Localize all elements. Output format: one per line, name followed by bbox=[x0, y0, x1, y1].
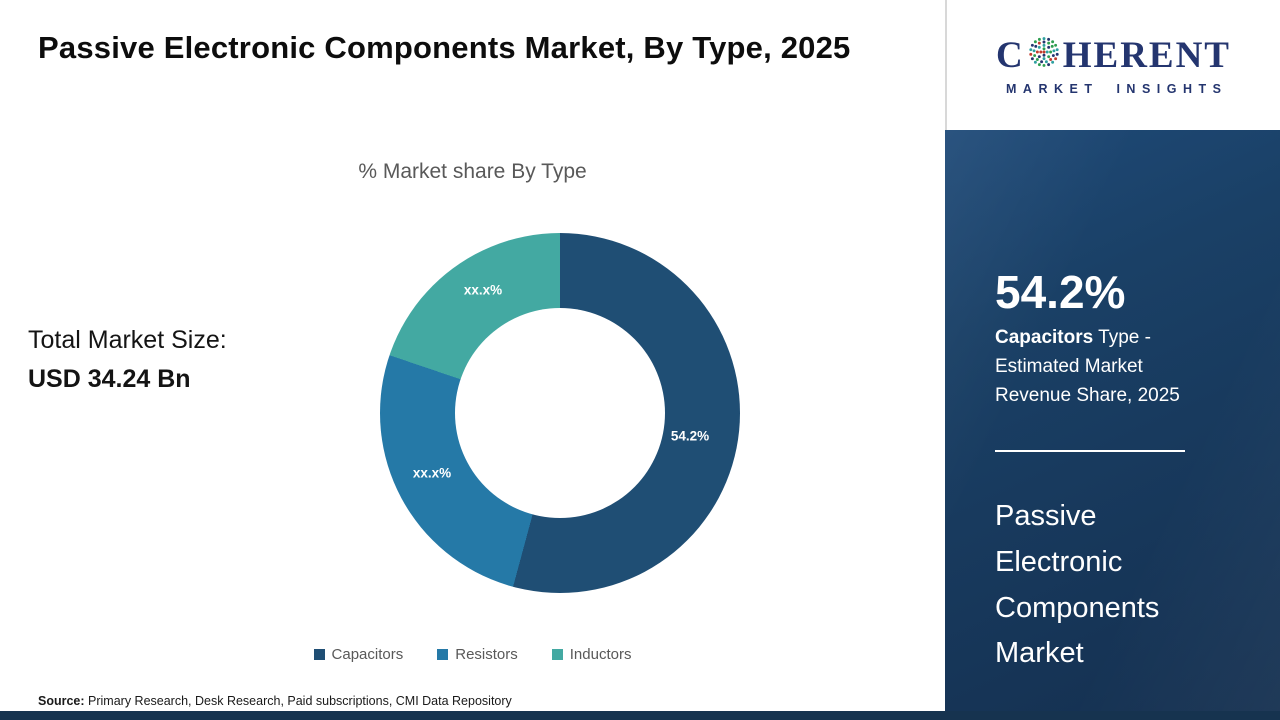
stat-caption-rest: Type - Estimated Market Revenue Share, 2… bbox=[995, 327, 1180, 406]
brand-tagline: MARKET INSIGHTS bbox=[1006, 81, 1228, 96]
brand-wordmark: C HERENT bbox=[996, 35, 1231, 76]
brand-logo: C HERENT MARKET INSIGHTS bbox=[945, 0, 1280, 130]
legend-swatch-inductors bbox=[551, 649, 563, 660]
donut-hole bbox=[455, 308, 665, 518]
stat-caption-bold: Capacitors bbox=[995, 327, 1094, 348]
source-text: Primary Research, Desk Research, Paid su… bbox=[84, 694, 512, 708]
panel-divider bbox=[995, 450, 1185, 452]
highlight-stat-value: 54.2% bbox=[995, 266, 1126, 318]
source-line: Source: Primary Research, Desk Research,… bbox=[38, 694, 512, 708]
slice-label-inductors: xx.x% bbox=[463, 282, 503, 298]
donut-chart: 54.2% xx.x% xx.x% bbox=[380, 233, 740, 593]
chart-legend: Capacitors Resistors Inductors bbox=[0, 646, 945, 663]
panel-report-title: Passive Electronic Components Market bbox=[995, 500, 1160, 670]
total-market-size: Total Market Size: USD 34.24 Bn bbox=[28, 326, 227, 394]
legend-swatch-resistors bbox=[437, 649, 449, 660]
legend-label-inductors: Inductors bbox=[569, 646, 632, 663]
legend-label-capacitors: Capacitors bbox=[331, 646, 404, 663]
legend-swatch-capacitors bbox=[313, 649, 325, 660]
side-panel: C HERENT MARKET INSIGHTS 54.2% Capacitor… bbox=[945, 0, 1280, 720]
chart-subtitle: % Market share By Type bbox=[358, 160, 587, 183]
slice-label-resistors: xx.x% bbox=[412, 465, 452, 481]
market-size-label: Total Market Size: bbox=[28, 326, 227, 354]
brand-letters-rest: HERENT bbox=[1062, 34, 1231, 76]
market-size-value: USD 34.24 Bn bbox=[28, 365, 191, 393]
brand-letter-c: C bbox=[996, 34, 1025, 76]
legend-item-inductors: Inductors bbox=[551, 646, 632, 663]
highlight-stat-caption: Capacitors Type - Estimated Market Reven… bbox=[995, 324, 1213, 411]
globe-icon bbox=[1027, 35, 1061, 76]
legend-item-resistors: Resistors bbox=[437, 646, 518, 663]
legend-item-capacitors: Capacitors bbox=[313, 646, 404, 663]
bottom-accent-bar bbox=[0, 711, 1280, 720]
source-label: Source: bbox=[38, 694, 85, 708]
page-title: Passive Electronic Components Market, By… bbox=[38, 30, 851, 65]
slice-label-capacitors: 54.2% bbox=[670, 428, 710, 444]
legend-label-resistors: Resistors bbox=[455, 646, 518, 663]
